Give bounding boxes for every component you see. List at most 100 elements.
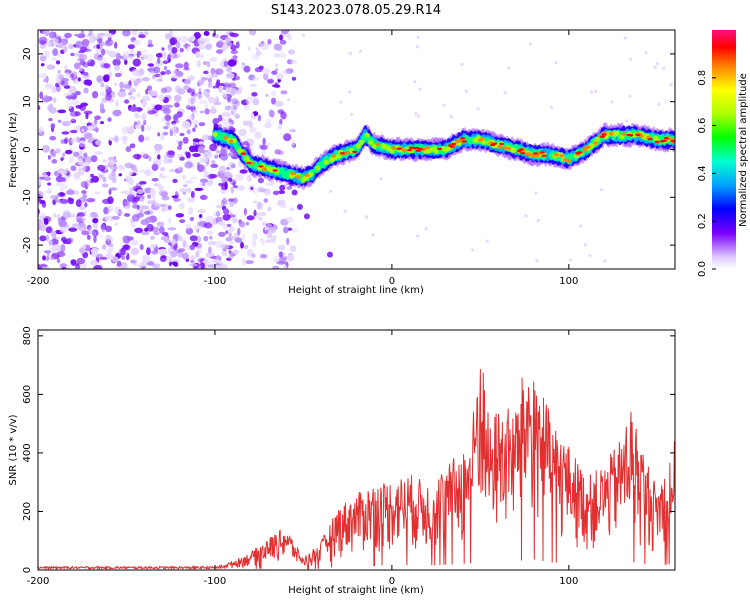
spectrogram-noise-blob — [93, 264, 103, 269]
spectrogram-noise-blob — [123, 99, 130, 104]
snr-x-tick-label: 0 — [389, 576, 395, 587]
spectrogram-ridge — [212, 122, 675, 258]
spectrogram-noise-blob — [182, 120, 191, 129]
spectrogram-noise-blob — [188, 106, 194, 110]
spectrogram-noise-blob — [628, 57, 633, 61]
spectrogram-noise-blob — [194, 187, 204, 191]
spectrogram-noise-blob — [86, 234, 91, 240]
spectrogram-noise-blob — [125, 146, 132, 153]
spectrogram-noise-blob — [79, 149, 84, 155]
spectrogram-noise-blob — [263, 198, 269, 203]
spectrogram-noise-blob — [192, 109, 198, 115]
spectrogram-noise-blob — [190, 176, 198, 180]
spectrogram-noise-blob — [261, 239, 265, 246]
spectrogram-noise-blob — [85, 112, 89, 120]
spectrogram-ridge-cell — [228, 139, 234, 144]
spectrogram-noise-blob — [105, 93, 112, 101]
spectrogram-noise-blob — [114, 64, 120, 72]
spectrogram-ridge-cell — [326, 251, 333, 258]
spectrogram-noise-blob — [228, 177, 233, 182]
spectrogram-ridge-cell — [654, 140, 660, 143]
spectrogram-noise-blob — [258, 211, 267, 217]
spectrogram-noise-blob — [214, 154, 219, 159]
spectrogram-noise-blob — [549, 105, 554, 109]
spectrogram-noise-blob — [79, 59, 86, 66]
spectrogram-noise-blob — [588, 254, 592, 258]
spectrogram-noise-blob — [167, 150, 175, 156]
spectrogram-noise-blob — [146, 85, 153, 91]
spectrogram-x-tick-label: 0 — [389, 276, 395, 287]
spectrogram-noise-blob — [222, 86, 227, 91]
spectrogram-noise-blob — [271, 97, 276, 105]
spectrogram-noise-blob — [160, 133, 165, 141]
snr-x-label: Height of straight line (km) — [288, 585, 424, 596]
spectrogram-ridge-cell — [670, 139, 675, 143]
spectrogram-noise-blob — [114, 135, 119, 143]
spectrogram-noise-blob — [102, 198, 111, 204]
spectrogram-noise-blob — [215, 255, 222, 260]
spectrogram-noise-blob — [97, 56, 107, 65]
spectrogram-ridge-cell — [330, 154, 337, 158]
spectrogram-noise-blob — [66, 189, 75, 195]
spectrogram-noise-blob — [41, 30, 50, 35]
spectrogram-noise-blob — [47, 155, 51, 160]
spectrogram-ridge-cell — [258, 165, 264, 168]
spectrogram-noise-blob — [46, 41, 53, 48]
spectrogram-noise-blob — [92, 128, 100, 132]
spectrogram-noise-blob — [110, 166, 118, 171]
spectrogram-noise-blob — [150, 235, 155, 240]
spectrogram-noise-blob — [102, 244, 107, 250]
snr-x-tick-label: -200 — [27, 576, 50, 587]
spectrogram-noise-blob — [96, 75, 104, 84]
spectrogram-noise-blob — [71, 99, 81, 106]
spectrogram-noise-blob — [79, 46, 88, 53]
spectrogram-noise-blob — [196, 221, 201, 227]
spectrogram-noise-blob — [84, 244, 91, 252]
spectrogram-noise-blob — [211, 105, 216, 109]
spectrogram-ridge-cell — [401, 148, 407, 153]
spectrogram-noise-blob — [195, 51, 201, 59]
spectrogram-noise-blob — [290, 59, 298, 64]
spectrogram-noise-blob — [80, 102, 88, 107]
spectrogram-noise-blob — [365, 215, 369, 219]
spectrogram-noise-blob — [185, 223, 192, 229]
spectrogram-ridge-cell — [417, 147, 423, 151]
spectrogram-noise-blob — [199, 214, 203, 218]
spectrogram-noise-blob — [270, 236, 276, 243]
spectrogram-noise-blob — [55, 73, 60, 78]
spectrogram-noise-blob — [40, 63, 45, 67]
spectrogram-noise-blob — [141, 195, 145, 199]
spectrogram-noise-blob — [203, 258, 208, 264]
spectrogram-noise-blob — [189, 216, 195, 222]
spectrogram-noise-blob — [48, 118, 53, 122]
spectrogram-noise-blob — [132, 168, 139, 174]
spectrogram-noise-blob — [58, 220, 67, 227]
spectrogram-noise-blob — [610, 100, 614, 104]
colorbar: 0.0 0.2 0.4 0.6 0.8 Normalized spectral ampl… — [697, 30, 749, 277]
spectrogram-noise-blob — [104, 50, 113, 54]
spectrogram-noise-blob — [237, 185, 245, 191]
spectrogram-noise-blob — [55, 60, 61, 65]
spectrogram-ridge-cell — [594, 136, 600, 142]
spectrogram-noise-blob — [39, 44, 47, 49]
spectrogram-noise-blob — [38, 191, 44, 198]
spectrogram-noise-blob — [291, 76, 297, 81]
spectrogram-noise-blob — [207, 81, 213, 89]
spectrogram-noise-blob — [65, 95, 75, 100]
spectrogram-noise-blob — [175, 40, 181, 49]
spectrogram-noise-blob — [59, 199, 69, 204]
spectrogram-noise-blob — [165, 69, 172, 75]
spectrogram-noise-blob — [221, 176, 229, 183]
spectrogram-noise-blob — [653, 65, 657, 69]
spectrogram-noise-blob — [460, 62, 464, 66]
spectrogram-noise-blob — [86, 80, 93, 86]
spectrogram-noise-blob — [67, 101, 73, 110]
spectrogram-noise-blob — [120, 190, 130, 195]
spectrogram-noise-blob — [535, 258, 539, 263]
spectrogram-noise-blob — [88, 30, 93, 34]
spectrogram-noise-blob — [231, 217, 238, 224]
spectrogram-noise-blob — [291, 228, 298, 233]
spectrogram-noise-blob — [132, 196, 140, 202]
spectrogram-noise-blob — [279, 34, 283, 41]
spectrogram-noise-blob — [102, 159, 108, 163]
